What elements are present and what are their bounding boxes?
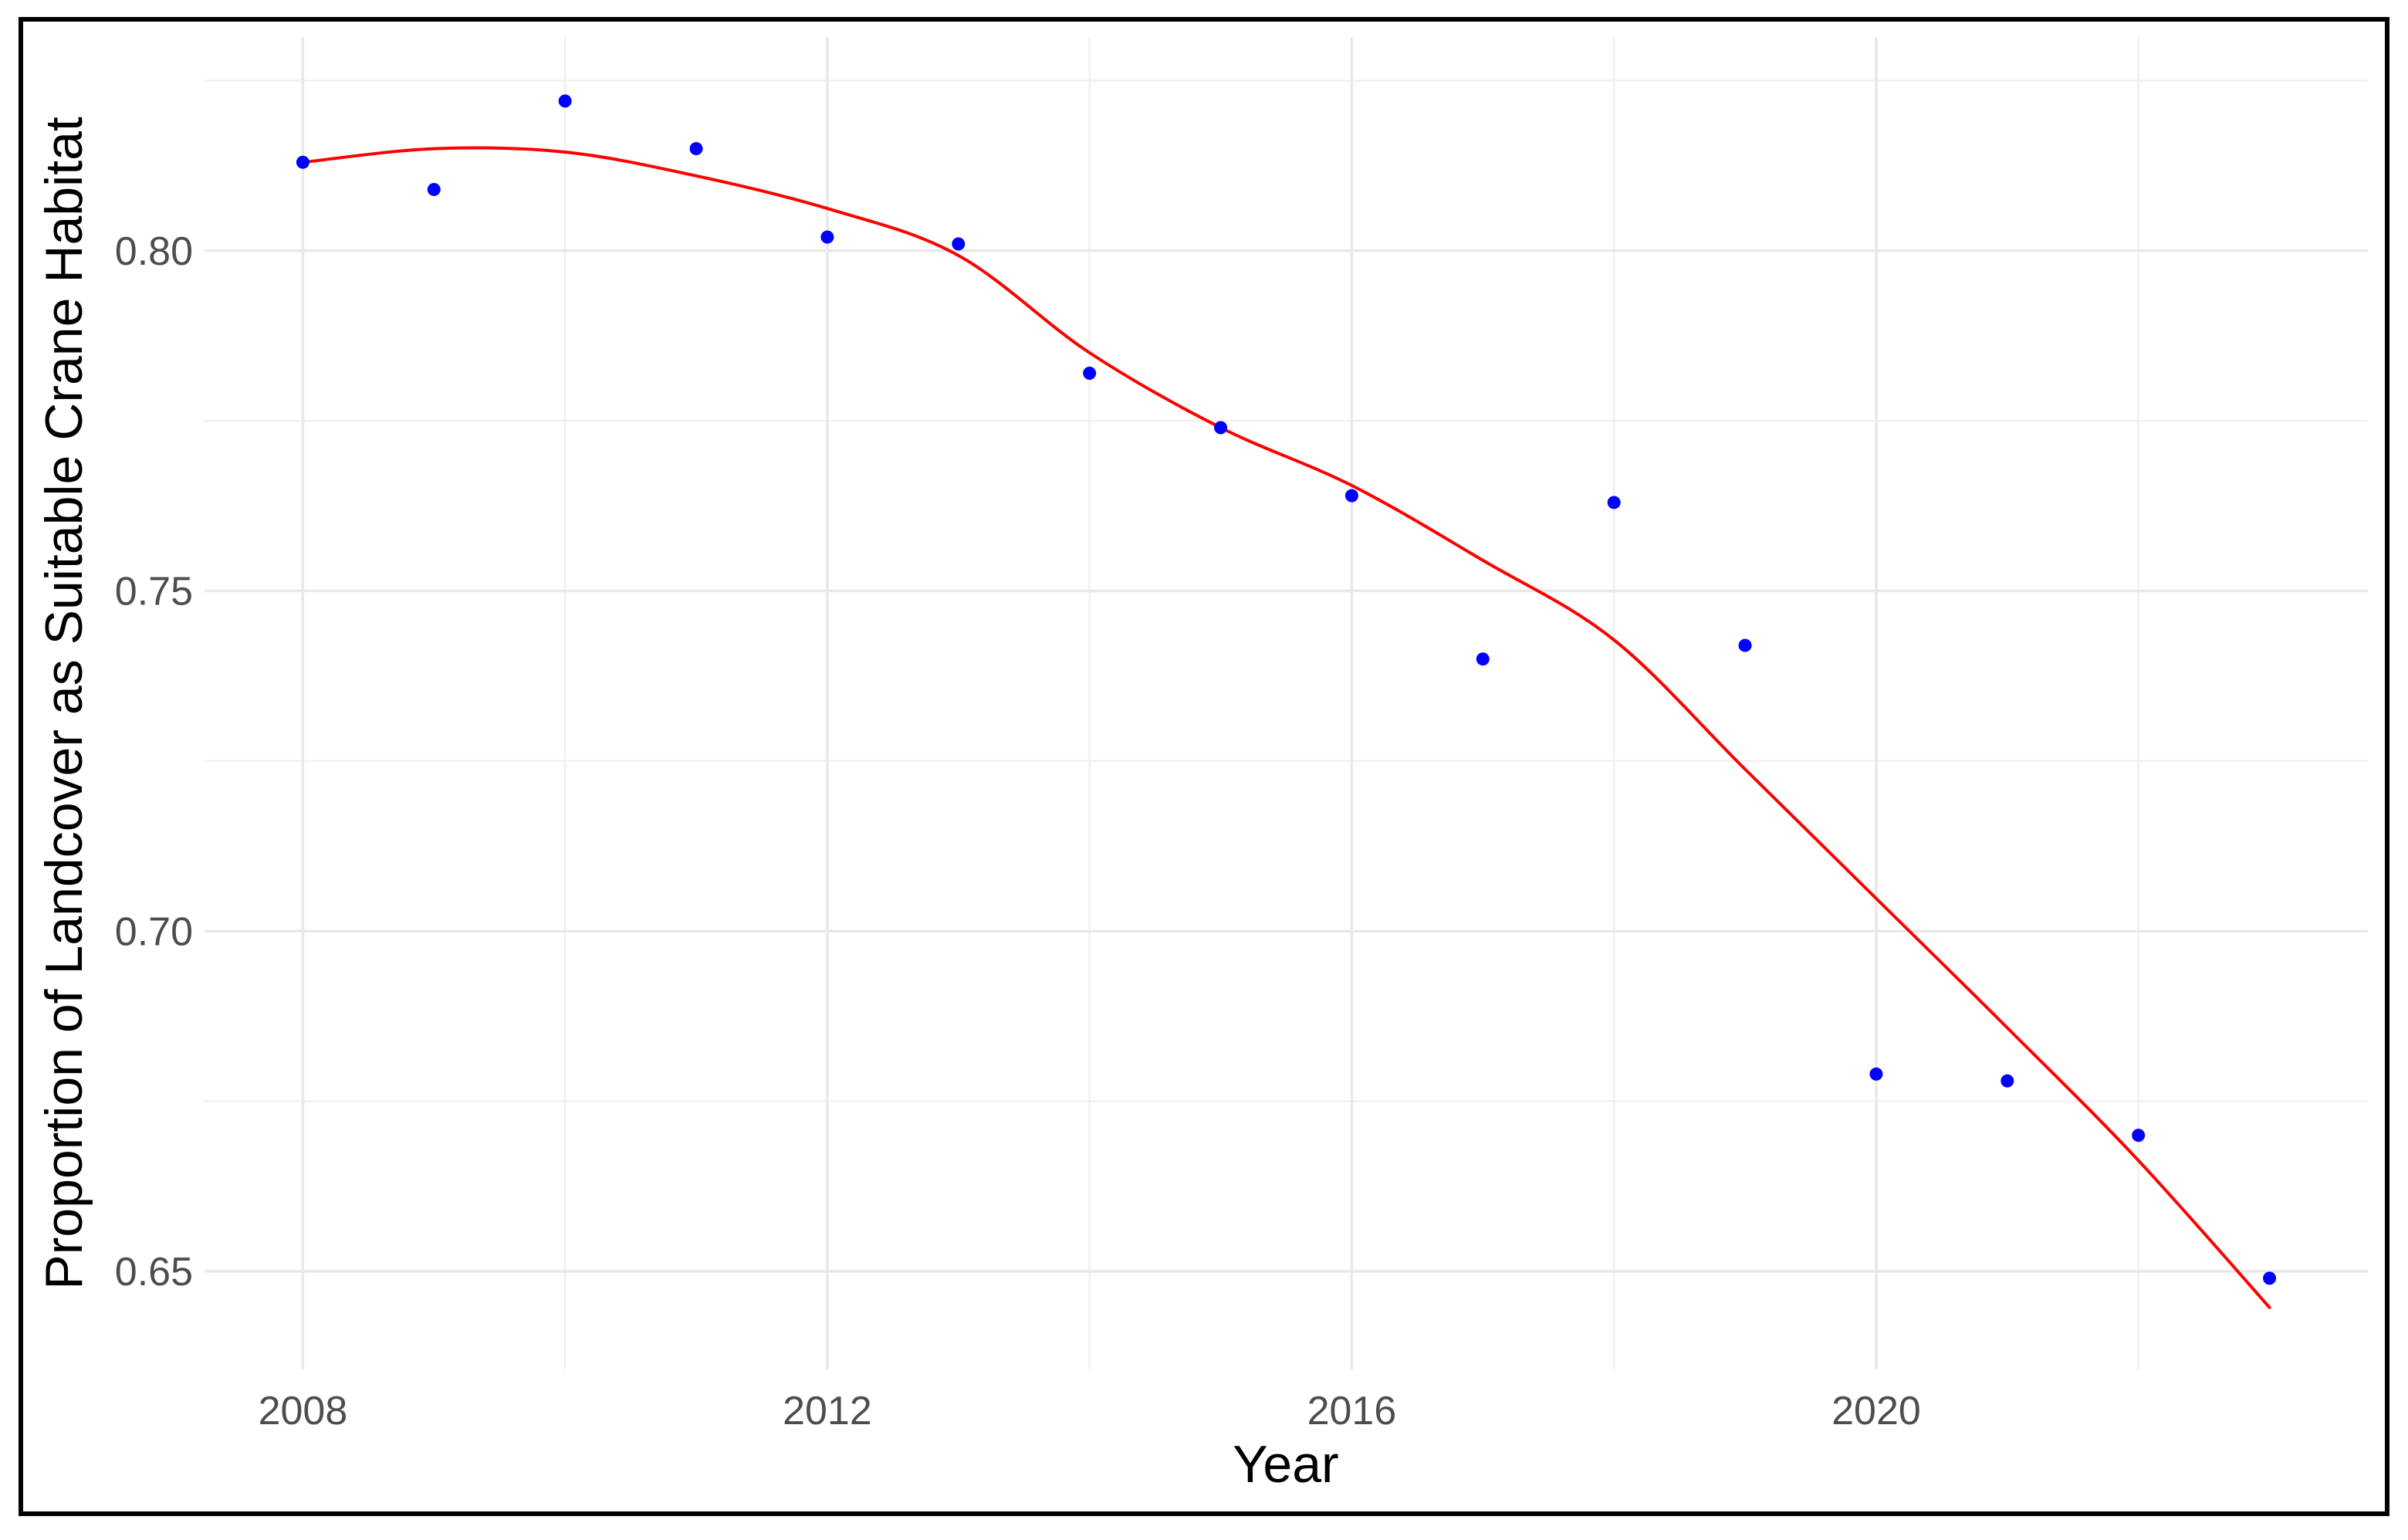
data-point-2010 (558, 94, 572, 108)
data-point-2008 (296, 155, 309, 169)
y-tick-label: 0.65 (115, 1250, 193, 1295)
gridlines-major (205, 37, 2368, 1369)
gridlines-minor (205, 37, 2368, 1369)
y-tick-label: 0.80 (115, 229, 193, 274)
data-point-2022 (2132, 1129, 2146, 1142)
x-tick-label: 2016 (1307, 1389, 1397, 1433)
y-tick-label: 0.75 (115, 570, 193, 614)
data-point-2018 (1607, 496, 1621, 509)
data-point-2015 (1214, 421, 1228, 435)
tick-labels-layer: 2008 2012 2016 2020 0.65 0.70 0.75 0.80 (115, 229, 1921, 1433)
data-point-2012 (820, 230, 834, 244)
data-point-2019 (1738, 638, 1752, 652)
data-point-2009 (427, 182, 441, 196)
y-tick-label: 0.70 (115, 909, 193, 954)
data-point-2014 (1083, 366, 1097, 380)
x-tick-label: 2008 (259, 1389, 348, 1433)
figure-border (19, 17, 2389, 1516)
y-axis-title: Proportion of Landcover as Suitable Cran… (35, 117, 93, 1290)
x-tick-label: 2020 (1831, 1389, 1921, 1433)
data-point-2020 (1869, 1067, 1883, 1081)
x-axis-title: Year (1233, 1435, 1338, 1494)
data-point-2017 (1476, 652, 1490, 666)
x-tick-label: 2012 (783, 1389, 872, 1433)
data-point-2023 (2263, 1271, 2277, 1285)
data-point-2016 (1344, 489, 1358, 503)
data-point-2011 (689, 142, 703, 156)
loess-smooth-line-layer (301, 146, 2271, 1309)
data-points-layer (296, 94, 2277, 1285)
loess-smooth-line (301, 146, 2271, 1309)
data-point-2013 (952, 237, 966, 251)
data-point-2021 (2000, 1074, 2014, 1088)
